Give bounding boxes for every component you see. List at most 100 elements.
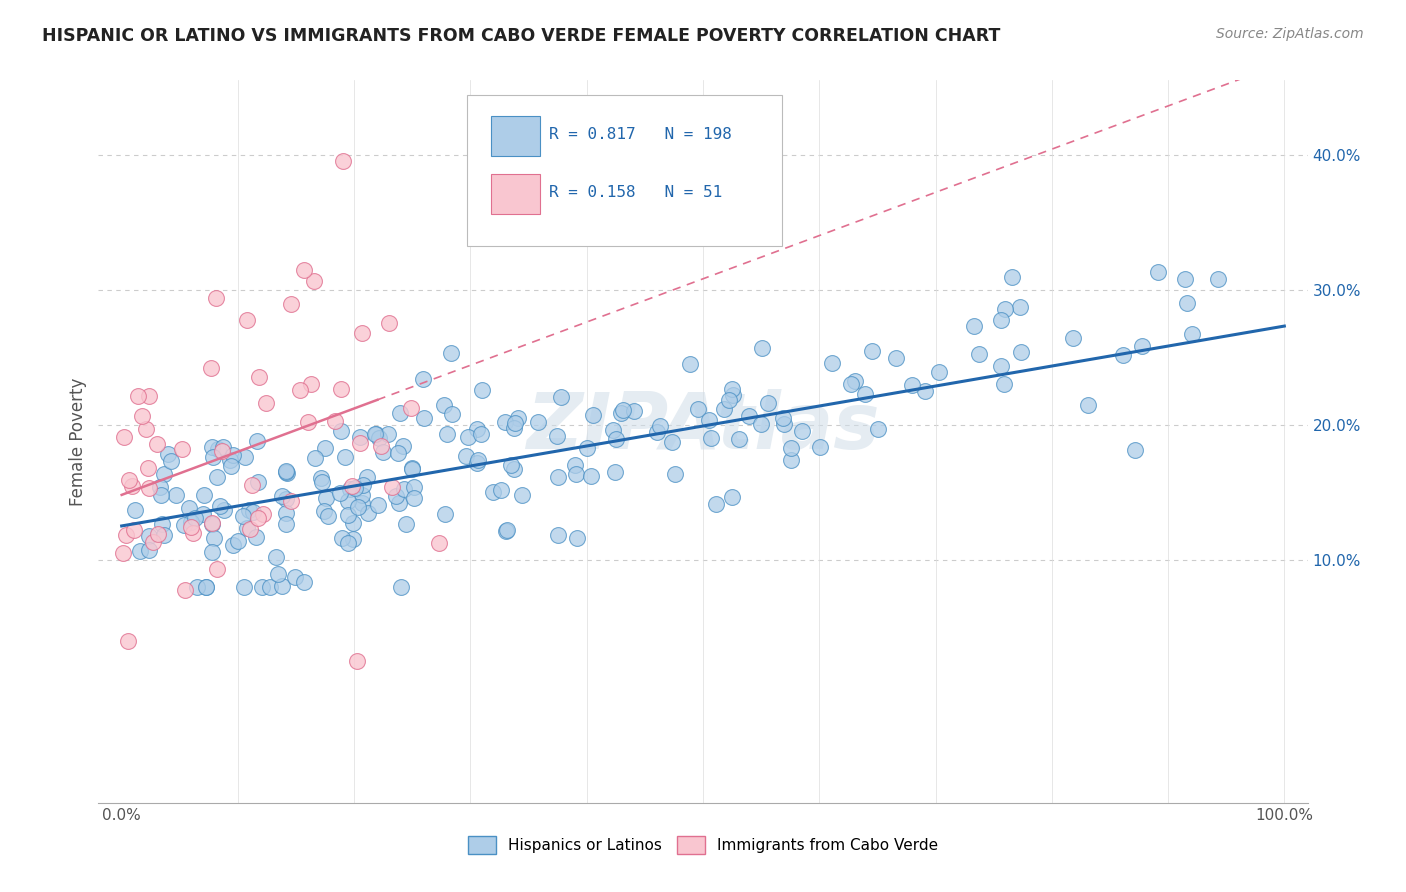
- Point: [136, 460, 159, 475]
- Point: [457, 430, 479, 444]
- FancyBboxPatch shape: [492, 116, 540, 156]
- Text: ZIPAtlas: ZIPAtlas: [526, 389, 880, 465]
- Point: [245, 434, 267, 449]
- Point: [389, 406, 412, 420]
- Point: [335, 450, 357, 465]
- Point: [208, 499, 231, 513]
- Point: [165, 488, 187, 502]
- Point: [1112, 348, 1135, 362]
- Point: [547, 528, 569, 542]
- Point: [254, 396, 277, 410]
- Point: [392, 482, 415, 496]
- Point: [749, 417, 772, 431]
- Text: R = 0.817   N = 198: R = 0.817 N = 198: [550, 127, 733, 142]
- Point: [576, 441, 599, 455]
- Point: [193, 488, 215, 502]
- Point: [276, 517, 298, 532]
- Point: [337, 536, 360, 550]
- Point: [495, 524, 517, 538]
- Point: [387, 445, 409, 459]
- Point: [247, 370, 270, 384]
- Point: [412, 372, 434, 386]
- Point: [246, 510, 269, 524]
- Point: [117, 633, 139, 648]
- Point: [242, 505, 264, 519]
- Point: [648, 419, 671, 434]
- Point: [201, 516, 224, 531]
- Point: [510, 488, 533, 502]
- Point: [339, 482, 361, 496]
- Point: [821, 356, 844, 370]
- Point: [138, 543, 160, 558]
- Point: [238, 502, 260, 516]
- Point: [868, 422, 890, 436]
- Point: [259, 580, 281, 594]
- Point: [440, 346, 463, 360]
- Point: [172, 442, 194, 456]
- Point: [841, 377, 863, 392]
- Point: [381, 480, 404, 494]
- Point: [314, 504, 336, 518]
- Point: [239, 522, 262, 536]
- Point: [202, 531, 225, 545]
- Point: [356, 470, 378, 484]
- Point: [489, 483, 512, 498]
- Point: [201, 450, 224, 464]
- Point: [340, 479, 363, 493]
- Point: [149, 480, 172, 494]
- Point: [700, 431, 723, 445]
- Point: [299, 377, 322, 392]
- Point: [756, 395, 779, 409]
- Point: [454, 449, 477, 463]
- Point: [138, 389, 160, 403]
- Point: [135, 422, 157, 436]
- Point: [222, 538, 245, 552]
- Point: [399, 401, 422, 416]
- Point: [1181, 326, 1204, 341]
- Point: [441, 407, 464, 421]
- Point: [720, 490, 742, 504]
- Point: [713, 402, 735, 417]
- Point: [212, 440, 235, 454]
- Point: [233, 580, 256, 594]
- Point: [288, 383, 311, 397]
- Point: [718, 392, 741, 407]
- Point: [564, 458, 586, 472]
- Point: [276, 466, 298, 480]
- Point: [270, 579, 292, 593]
- Point: [228, 533, 250, 548]
- Point: [302, 274, 325, 288]
- Point: [138, 481, 160, 495]
- Point: [201, 516, 224, 531]
- Point: [1206, 272, 1229, 286]
- Point: [401, 460, 423, 475]
- Point: [1147, 265, 1170, 279]
- Point: [1062, 331, 1084, 345]
- Point: [547, 469, 569, 483]
- Point: [645, 425, 668, 439]
- Point: [231, 509, 253, 524]
- Point: [389, 580, 412, 594]
- Point: [377, 427, 399, 442]
- Point: [337, 508, 360, 522]
- Point: [404, 480, 426, 494]
- Point: [502, 421, 524, 435]
- Point: [434, 507, 457, 521]
- Point: [401, 461, 423, 475]
- Point: [304, 451, 326, 466]
- Y-axis label: Female Poverty: Female Poverty: [69, 377, 87, 506]
- Point: [467, 453, 489, 467]
- Point: [146, 436, 169, 450]
- Point: [160, 454, 183, 468]
- Point: [884, 351, 907, 365]
- Point: [284, 570, 307, 584]
- Point: [315, 491, 337, 505]
- Point: [704, 497, 727, 511]
- Point: [503, 462, 526, 476]
- Point: [328, 485, 350, 500]
- Point: [179, 501, 201, 516]
- Point: [581, 408, 603, 422]
- Point: [967, 347, 990, 361]
- Point: [1130, 339, 1153, 353]
- Point: [235, 521, 257, 535]
